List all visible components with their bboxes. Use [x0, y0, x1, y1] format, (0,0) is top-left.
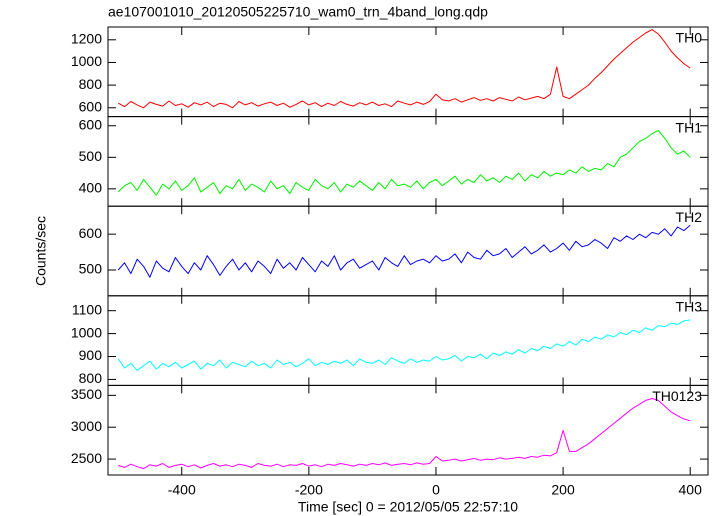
y-tick-label: 600 — [79, 98, 103, 114]
y-tick-label: 800 — [79, 76, 103, 92]
y-axis-label: Counts/sec — [33, 216, 49, 286]
y-tick-label: 800 — [79, 370, 103, 386]
y-tick-label: 1000 — [71, 53, 102, 69]
x-tick-label: 400 — [679, 482, 703, 498]
x-tick-label: -400 — [168, 482, 196, 498]
data-line — [117, 224, 691, 278]
y-tick-label: 900 — [79, 347, 103, 363]
panel-frame — [107, 26, 709, 118]
y-tick-label: 3500 — [71, 386, 102, 402]
y-tick-label: 400 — [79, 180, 103, 196]
y-tick-label: 500 — [79, 261, 103, 277]
x-tick-label: 200 — [551, 482, 575, 498]
data-line — [118, 398, 691, 470]
series-label: TH1 — [676, 119, 703, 135]
data-line — [117, 319, 691, 371]
y-tick-label: 1000 — [71, 324, 102, 340]
data-line — [117, 29, 691, 109]
series-label: TH2 — [676, 209, 703, 225]
x-tick-label: -200 — [295, 482, 323, 498]
y-tick-label: 3000 — [71, 418, 102, 434]
y-tick-label: 1200 — [71, 31, 102, 47]
panel-frame — [107, 205, 709, 297]
panel-frame — [107, 295, 709, 386]
y-tick-label: 2500 — [71, 450, 102, 466]
x-tick-label: 0 — [432, 482, 440, 498]
series-label: TH0123 — [652, 388, 702, 404]
panel-frame — [107, 384, 709, 476]
chart-title: ae107001010_20120505225710_wam0_trn_4ban… — [108, 4, 488, 20]
x-axis-label: Time [sec] 0 = 2012/05/05 22:57:10 — [298, 499, 518, 515]
series-label: TH0 — [676, 30, 703, 46]
data-line — [117, 130, 691, 196]
y-tick-label: 1100 — [72, 301, 102, 317]
y-tick-label: 600 — [79, 116, 103, 132]
y-tick-label: 500 — [79, 148, 103, 164]
y-tick-label: 600 — [79, 225, 103, 241]
series-label: TH3 — [676, 299, 703, 315]
